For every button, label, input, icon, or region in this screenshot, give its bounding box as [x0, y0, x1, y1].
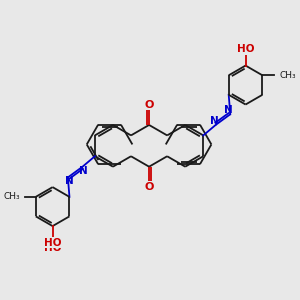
- Text: N: N: [224, 105, 233, 116]
- Text: CH₃: CH₃: [280, 71, 297, 80]
- Text: O: O: [144, 182, 154, 192]
- Text: HO: HO: [237, 44, 255, 54]
- Text: HO: HO: [44, 238, 61, 248]
- Text: O: O: [144, 100, 154, 110]
- Text: N: N: [80, 166, 88, 176]
- Text: HO: HO: [44, 243, 61, 253]
- Text: N: N: [210, 116, 219, 126]
- Text: HO: HO: [237, 44, 255, 54]
- Text: CH₃: CH₃: [4, 192, 20, 201]
- Text: N: N: [65, 176, 74, 186]
- Text: O: O: [144, 182, 154, 192]
- Text: O: O: [144, 100, 154, 110]
